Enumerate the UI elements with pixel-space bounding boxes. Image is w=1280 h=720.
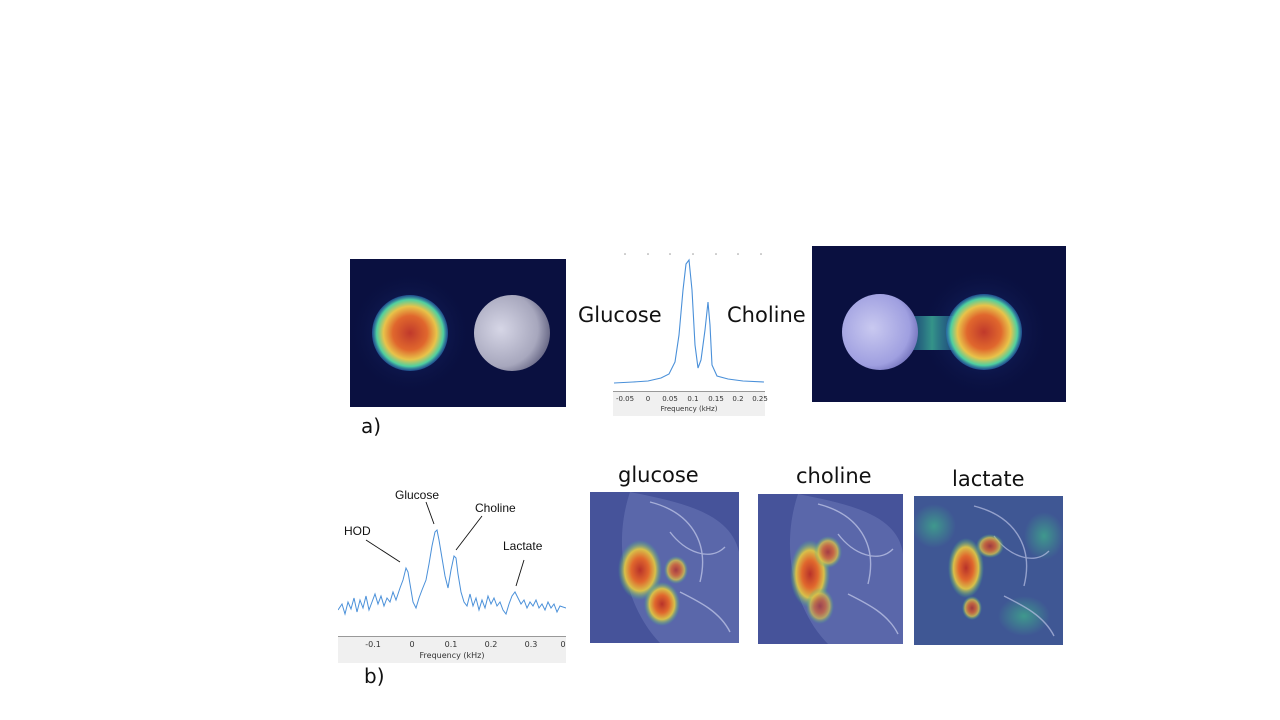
tick: 0 [409,640,415,649]
map-title-glucose: glucose [618,463,699,487]
annotation-hod: HOD [344,524,371,538]
tick: 0 [645,395,651,403]
label-glucose: Glucose [578,303,662,327]
tick: 0.15 [708,395,724,403]
choline-phantom-map [812,246,1066,402]
tick: 0.2 [732,395,744,403]
tick: -0.1 [365,640,381,649]
panel-a-letter: a) [361,414,382,438]
tick: 0.1 [687,395,699,403]
spectrum-b-xlabel: Frequency (kHz) [419,651,485,660]
spectrum-b: HOD Glucose Choline Lactate -0.1 0 0.1 0… [338,484,566,663]
panel-b-letter: b) [364,664,385,688]
tick: -0.05 [615,395,635,403]
tick: 0.2 [484,640,498,649]
spectrum-a: -0.05 0 0.05 0.1 0.15 0.2 0.25 Frequency… [613,250,768,416]
spectrum-a-plot [613,253,765,384]
glucose-phantom-map [350,259,566,407]
label-choline: Choline [727,303,806,327]
tick: 0.3 [524,640,538,649]
tick: 0 [560,640,566,649]
spectrum-a-axis: -0.05 0 0.05 0.1 0.15 0.2 0.25 Frequency… [613,391,768,416]
tick: 0.1 [444,640,458,649]
map-title-lactate: lactate [952,467,1025,491]
lactate-tissue-map [914,496,1063,645]
spectrum-b-axis: -0.1 0 0.1 0.2 0.3 0 Frequency (kHz) [338,636,566,663]
tick: 0.05 [662,395,678,403]
annotation-choline: Choline [475,501,516,515]
spectrum-a-xlabel: Frequency (kHz) [660,405,718,413]
choline-tissue-map [758,494,903,644]
spectrum-b-plot [338,501,566,616]
map-title-choline: choline [796,464,872,488]
annotation-glucose: Glucose [395,488,440,502]
spectrum-a-line [613,258,765,384]
glucose-tissue-map [590,492,739,643]
tick: 0.25 [752,395,768,403]
spectrum-b-line [338,528,566,616]
annotation-lactate: Lactate [503,539,543,553]
